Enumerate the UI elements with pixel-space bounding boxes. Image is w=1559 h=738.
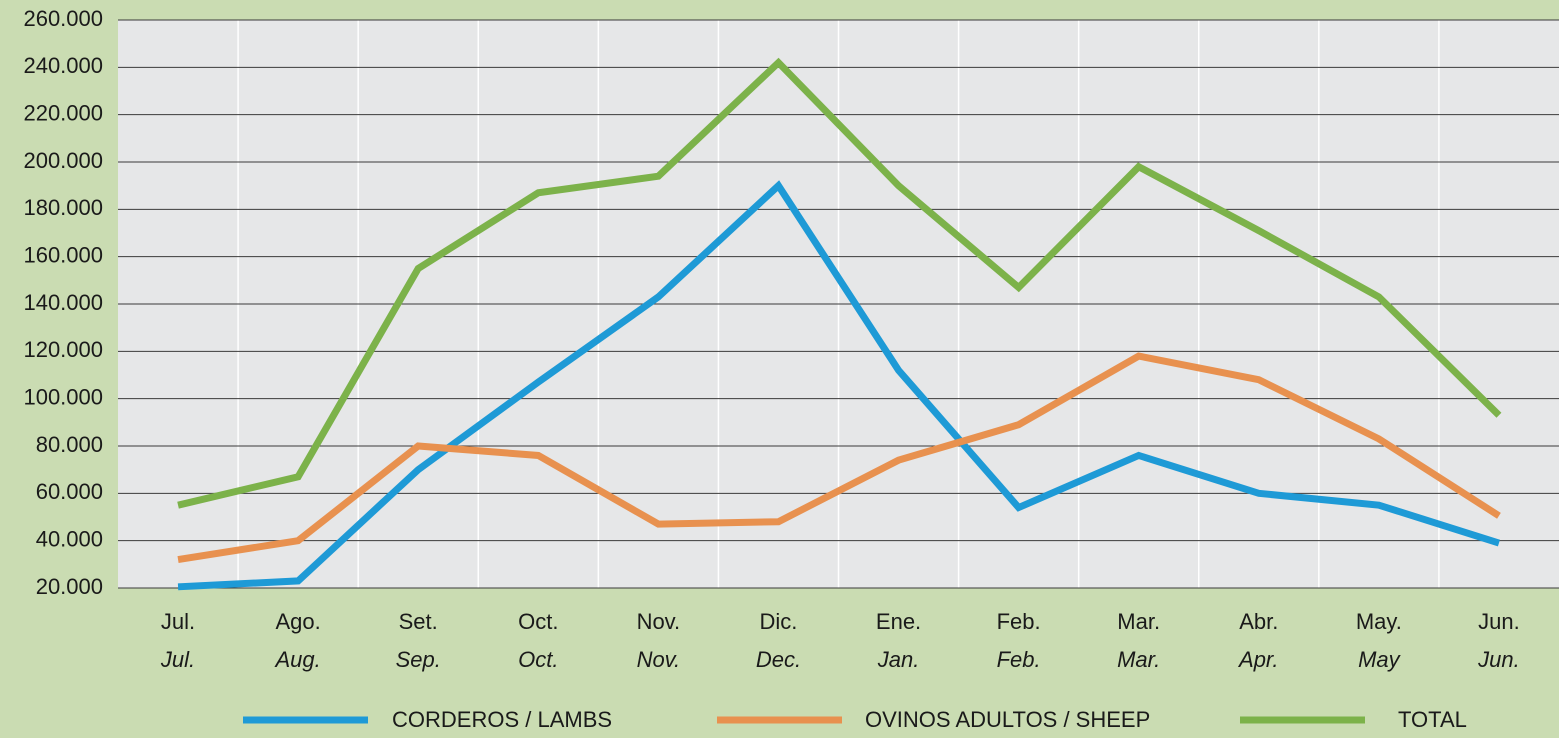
series-line [177,180,1501,591]
legend-label: CORDEROS / LAMBS [392,707,612,732]
x-tick-label: Nov. [637,609,681,634]
y-tick-label: 220.000 [23,100,103,125]
y-tick-label: 140.000 [23,290,103,315]
x-tick-label-en: Jul. [160,647,195,672]
y-tick-label: 100.000 [23,384,103,409]
y-tick-label: 60.000 [36,479,103,504]
x-tick-label: Mar. [1117,609,1160,634]
x-tick-label-en: Dec. [756,647,801,672]
x-tick-label: Abr. [1239,609,1278,634]
y-tick-label: 260.000 [23,6,103,31]
x-tick-label: Oct. [518,609,558,634]
x-tick-label: Jul. [161,609,195,634]
x-tick-label-en: Aug. [273,647,320,672]
y-tick-label: 160.000 [23,242,103,267]
y-tick-label: 200.000 [23,148,103,173]
y-tick-label: 20.000 [36,574,103,599]
y-tick-label: 80.000 [36,432,103,457]
x-tick-label: Ago. [275,609,320,634]
y-tick-label: 120.000 [23,337,103,362]
x-tick-label-en: Mar. [1117,647,1160,672]
x-tick-label: Ene. [876,609,921,634]
legend-label: OVINOS ADULTOS / SHEEP [865,707,1150,732]
x-tick-label-en: Oct. [518,647,558,672]
x-tick-label-en: May [1358,647,1402,672]
x-tick-label-en: Jun. [1477,647,1520,672]
x-tick-label: Dic. [760,609,798,634]
x-tick-label: Set. [399,609,438,634]
x-tick-label-en: Feb. [997,647,1041,672]
x-tick-label: May. [1356,609,1402,634]
x-tick-label-en: Sep. [396,647,441,672]
series-line [177,352,1501,564]
y-tick-label: 40.000 [36,526,103,551]
series-line [177,57,1502,509]
y-tick-label: 180.000 [23,195,103,220]
x-tick-label: Jun. [1478,609,1520,634]
x-tick-label-en: Apr. [1237,647,1279,672]
y-tick-label: 240.000 [23,53,103,78]
legend-label: TOTAL [1398,707,1467,732]
x-tick-label-en: Nov. [637,647,681,672]
x-tick-label-en: Jan. [877,647,920,672]
x-tick-label: Feb. [997,609,1041,634]
